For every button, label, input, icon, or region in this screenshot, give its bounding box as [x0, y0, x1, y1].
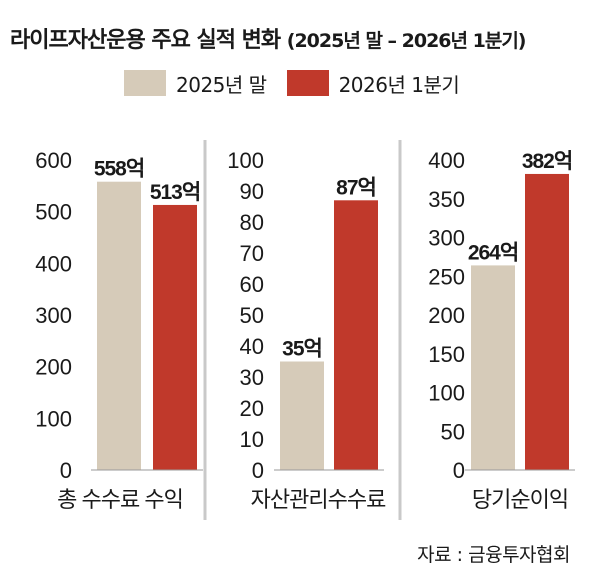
y-tick-label: 150	[428, 342, 465, 367]
bar-2025	[471, 265, 515, 470]
legend-label-2026: 2026년 1분기	[338, 72, 460, 97]
data-label: 35억	[282, 338, 322, 361]
y-tick-label: 400	[428, 148, 465, 173]
bar-2026	[153, 204, 197, 470]
chart-title: 라이프자산운용 주요 실적 변화 (2025년 말 – 2026년 1분기)	[10, 22, 526, 54]
legend-label-2025: 2025년 말	[176, 72, 267, 97]
y-tick-label: 400	[35, 251, 72, 276]
legend-swatch-2026	[286, 70, 329, 96]
y-tick-label: 350	[428, 187, 465, 212]
y-tick-label: 100	[428, 381, 465, 406]
y-tick-label: 30	[240, 365, 264, 390]
y-tick-label: 200	[428, 303, 465, 328]
y-tick-label: 600	[35, 148, 72, 173]
bar-2026	[334, 200, 378, 471]
bar-2026	[525, 173, 569, 470]
data-label: 558억	[94, 158, 144, 181]
category-label: 총 수수료 수익	[57, 487, 183, 512]
source-note: 자료 : 금융투자협회	[417, 544, 570, 566]
y-tick-label: 50	[240, 303, 264, 328]
category-label: 자산관리수수료	[251, 487, 386, 512]
y-tick-label: 100	[227, 148, 264, 173]
y-tick-label: 70	[240, 241, 264, 266]
subtitle-text: (2025년 말 – 2026년 1분기)	[286, 30, 527, 52]
legend-item-2026: 2026년 1분기	[286, 69, 460, 98]
y-tick-label: 0	[60, 458, 72, 483]
data-label: 87억	[336, 176, 376, 199]
y-tick-label: 300	[35, 303, 72, 328]
bar-2025	[97, 181, 141, 470]
y-tick-label: 300	[428, 226, 465, 251]
data-label: 513억	[150, 181, 200, 204]
y-tick-label: 0	[453, 458, 465, 483]
title-text: 라이프자산운용 주요 실적 변화	[10, 28, 281, 53]
legend: 2025년 말 2026년 1분기	[124, 68, 460, 98]
bar-2025	[280, 361, 324, 470]
y-tick-label: 500	[35, 200, 72, 225]
y-tick-label: 40	[240, 334, 264, 359]
legend-item-2025: 2025년 말	[124, 69, 267, 98]
y-tick-label: 50	[441, 419, 465, 444]
data-label: 264억	[468, 241, 518, 264]
category-label: 당기순이익	[472, 487, 568, 512]
y-tick-label: 200	[35, 355, 72, 380]
y-tick-label: 0	[252, 458, 264, 483]
y-tick-label: 80	[240, 210, 264, 235]
y-tick-label: 90	[240, 179, 264, 204]
y-tick-label: 10	[240, 427, 264, 452]
legend-swatch-2025	[124, 70, 166, 96]
data-label: 382억	[522, 150, 572, 173]
y-tick-label: 100	[35, 406, 72, 431]
y-tick-label: 60	[240, 272, 264, 297]
y-tick-label: 20	[240, 396, 264, 421]
y-tick-label: 250	[428, 264, 465, 289]
